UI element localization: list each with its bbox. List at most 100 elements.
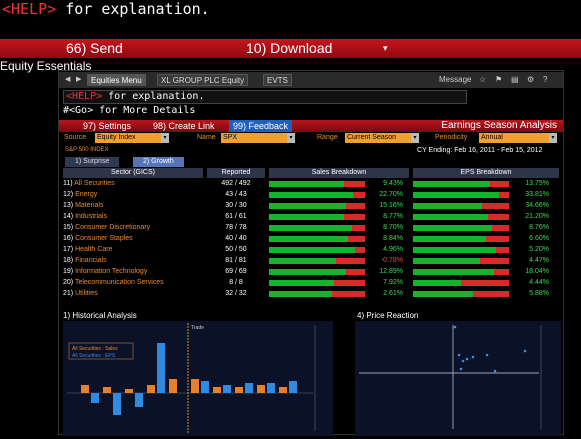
forward-arrow-icon[interactable]: ▶ [76,76,82,83]
bar [289,381,297,393]
top-action-bar: 66) Send 10) Download ▾ [0,39,581,58]
earnings-panel: ◀ ▶ Equities Menu XL GROUP PLC Equity EV… [58,70,564,436]
tab-row: ◀ ▶ Equities Menu XL GROUP PLC Equity EV… [59,72,563,88]
sector-name[interactable]: 16) Consumer Staples [63,234,203,244]
historical-bars [81,343,297,415]
source-value: Equity Index [97,134,136,141]
sector-name[interactable]: 13) Materials [63,201,203,211]
table-row[interactable]: 13) Materials 30 / 30 15.16% 34.66% [63,201,559,211]
eps-growth-pct: 13.75% [525,180,549,187]
periodicity-label: Periodicity [435,134,468,141]
eps-miss-bar [488,214,509,220]
sector-name[interactable]: 15) Consumer Discretionary [63,223,203,233]
historical-title: 1) Historical Analysis [63,311,137,320]
sector-name[interactable]: 21) Utilities [63,289,203,299]
historical-title-text: Historical Analysis [72,311,137,320]
bar [103,387,111,393]
name-select[interactable]: SPX ▾ [221,133,295,143]
download-button[interactable]: 10) Download [246,40,333,56]
sales-growth-pct: 9.43% [383,180,403,187]
table-row[interactable]: 19) Information Technology 69 / 69 12.89% 1… [63,267,559,277]
sales-miss-bar [344,214,365,220]
historical-chart-svg: Trade All Securities : Sales All Securit… [63,321,333,436]
row-number: 15) [63,224,74,231]
tab-growth[interactable]: 2) Growth [133,157,184,167]
sector-name[interactable]: 14) Industrials [63,212,203,222]
eps-beat-bar [413,269,494,275]
header-sector[interactable]: Sector (GICS) [63,168,203,178]
reported-count: 61 / 61 [225,213,247,220]
feedback-button[interactable]: 99) Feedback [229,120,293,132]
header-eps[interactable]: EPS Breakdown [413,168,559,178]
help-line-text: for explanation. [102,91,205,102]
row-number: 18) [63,257,74,264]
sales-beat-bar [269,214,344,220]
point [471,355,475,359]
alert-icon[interactable]: ⚑ [495,75,503,84]
sector-name[interactable]: 20) Telecommunication Services [63,278,203,288]
eps-growth-pct: 5.20% [529,246,549,253]
chart-icon[interactable]: ▤ [511,75,519,84]
tab-equities-menu[interactable]: Equities Menu [87,74,146,86]
table-row[interactable]: 12) Energy 43 / 43 22.70% 33.81% [63,190,559,200]
eps-beat-bar [413,214,488,220]
eps-growth-pct: 8.76% [529,224,549,231]
tab-xl-group[interactable]: XL GROUP PLC Equity [157,74,249,86]
table-row[interactable]: 20) Telecommunication Services 8 / 8 7.92%… [63,278,559,288]
sales-growth-pct: 4.96% [383,246,403,253]
scatter-points [453,325,527,373]
sector-name[interactable]: 17) Health Care [63,245,203,255]
table-row[interactable]: 18) Financials 81 / 81 -0.78% 4.47% [63,256,559,266]
sales-growth-pct: 7.92% [383,279,403,286]
range-select[interactable]: Current Season ▾ [345,133,419,143]
table-row[interactable]: 11) All Securities 492 / 492 9.43% 13.75% [63,179,559,189]
sales-beat-bar [269,192,353,198]
legend-box [68,342,134,360]
back-arrow-icon[interactable]: ◀ [65,76,71,83]
table-row[interactable]: 15) Consumer Discretionary 78 / 78 8.70% 8.… [63,223,559,233]
settings-button[interactable]: 97) Settings [83,121,132,131]
sector-name[interactable]: 12) Energy [63,190,203,200]
table-row[interactable]: 21) Utilities 32 / 32 2.61% 5.88% [63,289,559,299]
table-row[interactable]: 17) Health Care 50 / 50 4.96% 5.20% [63,245,559,255]
create-link-button[interactable]: 98) Create Link [153,121,215,131]
sector-label: Telecommunication Services [74,279,164,286]
sector-name[interactable]: 11) All Securities [63,179,203,189]
point [485,353,489,357]
gear-icon[interactable]: ⚙ [527,75,535,84]
sales-miss-bar [346,203,365,209]
point [457,353,461,357]
eps-growth-pct: 34.66% [525,202,549,209]
reported-count: 50 / 50 [225,246,247,253]
star-icon[interactable]: ☆ [479,75,487,84]
source-select[interactable]: Equity Index ▾ [95,133,169,143]
row-number: 12) [63,191,74,198]
sector-label: Utilities [75,290,98,297]
send-button[interactable]: 66) Send [66,40,123,56]
message-label[interactable]: Message [439,75,472,84]
periodicity-select[interactable]: Annual ▾ [479,133,557,143]
eps-beat-bar [413,258,480,264]
table-row[interactable]: 14) Industrials 61 / 61 8.77% 21.20% [63,212,559,222]
sales-growth-pct: 2.61% [383,290,403,297]
sector-name[interactable]: 18) Financials [63,256,203,266]
header-reported[interactable]: Reported [207,168,265,178]
price-reaction-chart[interactable] [355,321,561,436]
historical-chart[interactable]: Trade All Securities : Sales All Securit… [63,321,333,436]
bar [81,385,89,393]
header-sales[interactable]: Sales Breakdown [269,168,409,178]
tab-evts[interactable]: EVTS [263,74,292,86]
chevron-down-icon[interactable]: ▾ [383,43,388,53]
sales-growth-pct: 15.16% [379,202,403,209]
bar [267,383,275,393]
tab-surprise[interactable]: 1) Surprise [65,157,120,167]
eps-miss-bar [482,203,509,209]
table-row[interactable]: 16) Consumer Staples 40 / 40 8.84% 6.60% [63,234,559,244]
name-value: SPX [223,134,238,141]
bar [201,381,209,393]
sector-name[interactable]: 19) Information Technology [63,267,203,277]
historical-chart-bg [63,321,333,436]
help-icon[interactable]: ? [543,75,548,84]
command-line[interactable]: <HELP> for explanation. [0,0,581,22]
help-input[interactable]: <HELP> for explanation. [63,90,467,104]
